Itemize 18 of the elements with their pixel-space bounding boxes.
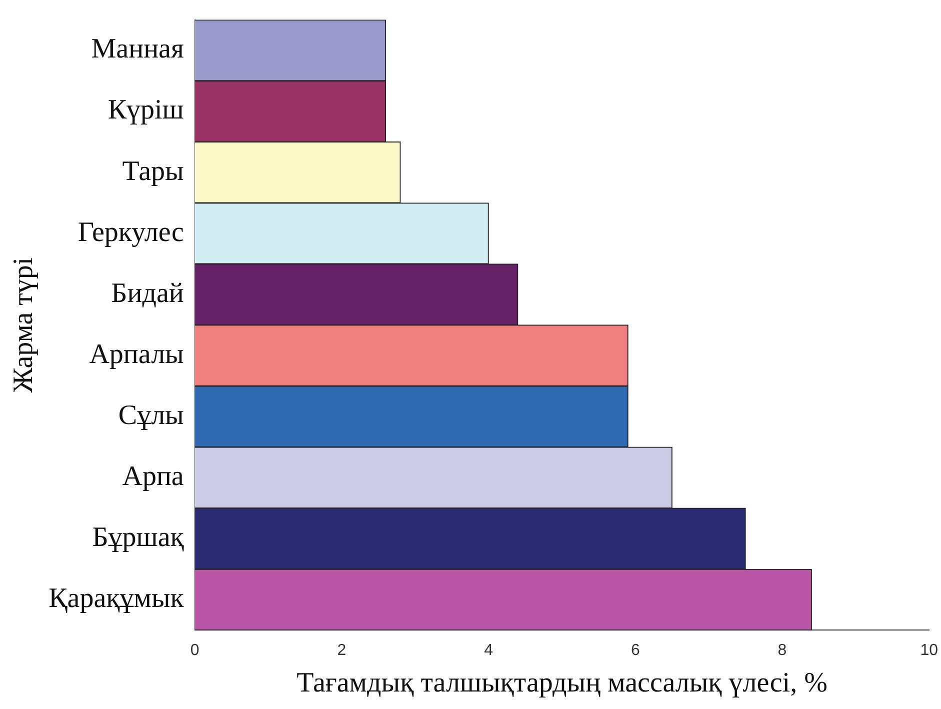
y-tick-label: Геркулес — [78, 216, 184, 248]
x-tick-label: 8 — [778, 642, 787, 660]
y-tick-label: Күріш — [108, 94, 184, 126]
x-tick-label: 6 — [630, 642, 640, 660]
y-tick-label: Бұршақ — [92, 522, 184, 553]
y-tick-label: Қарақұмык — [48, 583, 184, 614]
x-tick-label: 0 — [190, 642, 200, 660]
x-tick-label: 4 — [484, 642, 494, 660]
y-tick-label: Бидай — [111, 278, 184, 309]
y-tick-label: Манная — [91, 34, 184, 65]
y-axis-title: Жарма түрі — [8, 257, 40, 393]
x-axis-title: Тағамдық талшықтардың массалық үлесі, % — [296, 668, 828, 699]
y-tick-label: Арпа — [122, 460, 184, 492]
y-tick-label: Сұлы — [118, 400, 184, 431]
x-tick-label: 2 — [337, 642, 346, 660]
x-tick-label: 10 — [920, 642, 938, 660]
y-tick-label: Тары — [122, 156, 184, 187]
y-tick-label: Арпалы — [89, 338, 184, 370]
